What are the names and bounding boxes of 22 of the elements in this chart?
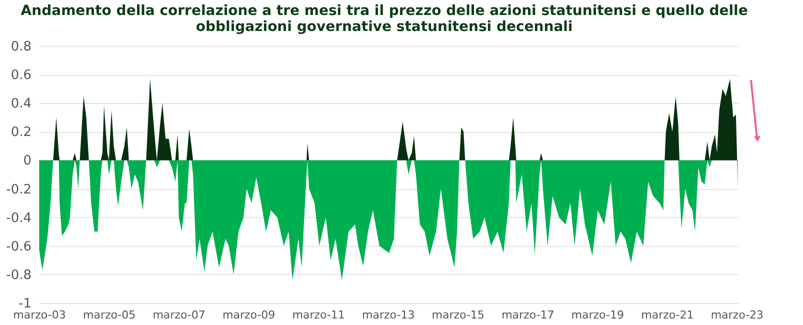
x-tick-label: marzo-09 <box>222 308 276 322</box>
y-tick-label: 0.8 <box>10 40 32 54</box>
y-tick-label: -0.4 <box>6 210 32 226</box>
x-tick-label: marzo-21 <box>641 308 694 322</box>
y-tick-label: -0.2 <box>6 182 32 198</box>
y-tick-label: -0.8 <box>6 268 32 283</box>
x-tick-label: marzo-11 <box>292 308 345 322</box>
x-tick-label: marzo-07 <box>152 308 206 322</box>
x-tick-label: marzo-23 <box>710 308 764 322</box>
x-tick-label: marzo-15 <box>432 308 484 322</box>
y-tick-label: 0 <box>23 154 32 169</box>
chart-title: Andamento della correlazione a tre mesi tra il prezzo delle azioni statunitensi e quello delle obbligazioni governative statunitensi decennali <box>20 3 748 35</box>
y-tick-label: 0.4 <box>10 96 32 112</box>
y-tick-label: 0.2 <box>10 125 32 140</box>
y-tick-label: -0.6 <box>6 239 32 254</box>
x-tick-label: marzo-17 <box>502 308 554 322</box>
x-tick-label: marzo-03 <box>13 308 66 322</box>
y-tick-label: -1 <box>18 296 32 312</box>
x-tick-label: marzo-19 <box>571 308 624 322</box>
x-tick-label: marzo-13 <box>362 308 415 322</box>
y-tick-label: 0.6 <box>10 68 32 84</box>
x-tick-label: marzo-05 <box>82 308 136 322</box>
